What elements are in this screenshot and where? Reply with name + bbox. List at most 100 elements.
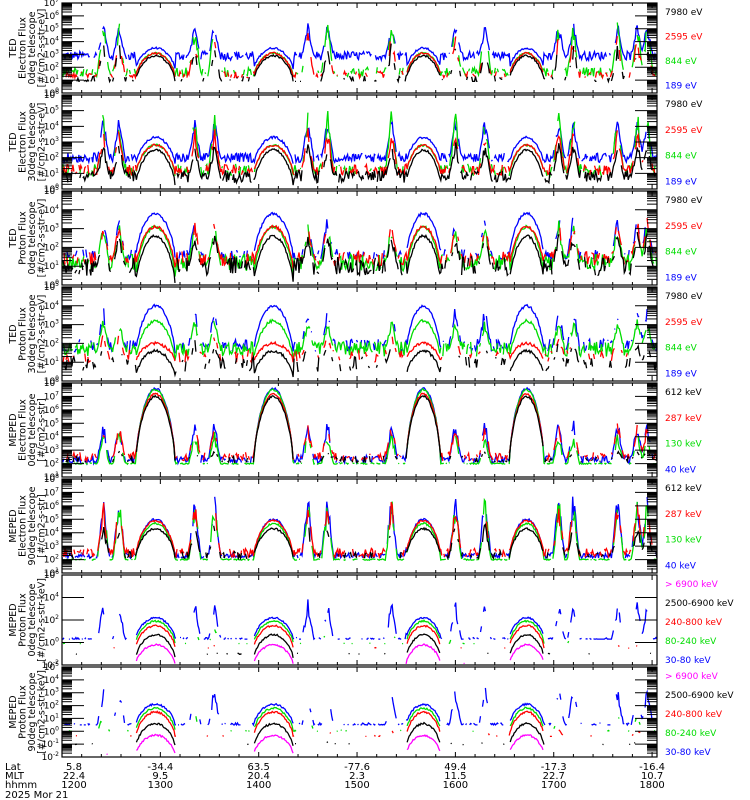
panel-frame [61, 574, 658, 666]
x-axis-hhmm-value: 1500 [344, 780, 369, 791]
y-tick-label: 107 [44, 0, 59, 9]
y-tick-label: 106 [44, 89, 59, 101]
y-tick-label: 10-1 [42, 738, 60, 750]
y-axis-label-line: [#/cm2-s-str-eV] [37, 199, 48, 278]
y-axis-label-line: Proton Flux [18, 211, 29, 265]
series--6900-kev [135, 643, 544, 665]
y-tick-label: 104 [44, 527, 59, 539]
y-tick-label: 108 [44, 473, 59, 485]
y-axis-label-line: Electron Flux [18, 111, 29, 173]
legend-entry: 2595 eV [665, 318, 703, 328]
y-axis-label-line: Proton Flux [18, 593, 29, 647]
legend-entry: 30-80 keV [665, 656, 711, 666]
y-tick-label: 106 [44, 404, 59, 416]
x-axis-lat-value: 63.5 [248, 762, 270, 773]
y-axis-label-line: MEPED [8, 413, 19, 446]
series-287-kev [61, 392, 657, 464]
legend-entry: 7980 eV [665, 292, 703, 302]
legend-entry: 7980 eV [665, 196, 703, 206]
y-tick-label: 104 [44, 204, 59, 216]
y-tick-label: 105 [44, 417, 59, 429]
y-tick-label: 103 [44, 136, 59, 148]
y-tick-label: 106 [44, 569, 59, 581]
x-axis-mlt-value: 22.7 [543, 771, 565, 782]
y-axis-label-line: Proton Flux [18, 307, 29, 361]
legend-entry: 2595 eV [665, 33, 703, 43]
legend-entry: 612 keV [665, 484, 702, 494]
legend-entry: 130 keV [665, 440, 702, 450]
y-tick-label: 104 [44, 36, 59, 48]
x-axis-hhmm-value: 1600 [443, 780, 468, 791]
y-axis-label-line: [#/cm2-s-str-eV] [37, 103, 48, 182]
y-tick-label: 107 [44, 486, 59, 498]
y-axis-label: TEDProton Flux0deg telescope[#/cm2-s-str… [8, 199, 48, 278]
series-30-80-kev [61, 599, 658, 641]
y-tick-label: 102 [44, 152, 59, 164]
x-axis-lat-value: -77.6 [344, 762, 370, 773]
legend-entry: 844 eV [665, 152, 698, 162]
legend-entry: > 6900 keV [665, 672, 719, 682]
legend-entry: 80-240 keV [665, 729, 717, 739]
y-axis-label-line: [#/cm2-s-str-keV] [37, 578, 48, 662]
y-tick-label: 104 [44, 300, 59, 312]
y-tick-label: 102 [44, 337, 59, 349]
series-7980-ev [61, 142, 656, 186]
row-label-lat: Lat [5, 762, 21, 773]
y-axis-label-line: [#/cm2-s-str] [37, 398, 48, 461]
y-axis-label-line: Electron Flux [18, 17, 29, 79]
y-tick-label: 104 [44, 592, 59, 604]
y-tick-label: 102 [44, 614, 59, 626]
y-tick-label: 105 [44, 23, 59, 35]
y-tick-label: 105 [44, 661, 59, 673]
series--6900-kev [106, 733, 544, 756]
x-axis-hhmm-value: 1800 [639, 780, 664, 791]
y-tick-label: 100 [44, 637, 59, 649]
x-axis-hhmm-value: 1200 [61, 780, 86, 791]
y-tick-label: 104 [44, 431, 59, 443]
series-7980-ev [71, 43, 656, 84]
y-tick-label: 103 [44, 223, 59, 235]
x-axis-lat-value: -17.3 [541, 762, 567, 773]
legend-entry: 240-800 keV [665, 618, 723, 628]
y-axis-label: TEDProton Flux30deg telescope[#/cm2-s-st… [8, 294, 48, 373]
y-axis-label-line: TED [8, 324, 19, 344]
y-axis-label-line: Proton Flux [18, 685, 29, 739]
legend-entry: 287 keV [665, 414, 702, 424]
series-7980-ev [62, 231, 654, 283]
y-axis-label-line: TED [8, 132, 19, 152]
x-axis-lat-value: 5.8 [66, 762, 82, 773]
y-axis-label-line: 0deg telescope [27, 583, 38, 656]
y-axis-label-line: MEPED [8, 603, 19, 636]
legend-entry: 7980 eV [665, 100, 703, 110]
legend-entry: 240-800 keV [665, 710, 723, 720]
x-axis-mlt-value: 9.5 [152, 771, 168, 782]
y-tick-label: 100 [44, 375, 59, 387]
series-612-kev [68, 523, 658, 561]
y-axis-label-line: TED [8, 38, 19, 58]
y-tick-label: 105 [44, 105, 59, 117]
x-axis-lat-value: -34.4 [147, 762, 173, 773]
y-tick-label: 103 [44, 48, 59, 60]
y-tick-label: 101 [44, 74, 59, 86]
y-tick-label: 101 [44, 712, 59, 724]
y-tick-label: 101 [44, 567, 59, 579]
legend-entry: 189 eV [665, 370, 698, 380]
y-tick-label: 102 [44, 241, 59, 253]
y-tick-label: 103 [44, 319, 59, 331]
legend-entry: 80-240 keV [665, 637, 717, 647]
series-2595-ev [65, 33, 656, 81]
legend-entry: 189 eV [665, 274, 698, 284]
legend-entry: 2595 eV [665, 126, 703, 136]
y-axis-label-line: TED [8, 228, 19, 248]
y-tick-label: 102 [44, 554, 59, 566]
y-axis-label-line: 90deg telescope [27, 672, 38, 751]
series-2500-6900-kev [75, 633, 652, 659]
legend-entry: 287 keV [665, 510, 702, 520]
y-axis-label-line: Electron Flux [18, 399, 29, 461]
y-tick-label: 102 [44, 61, 59, 73]
